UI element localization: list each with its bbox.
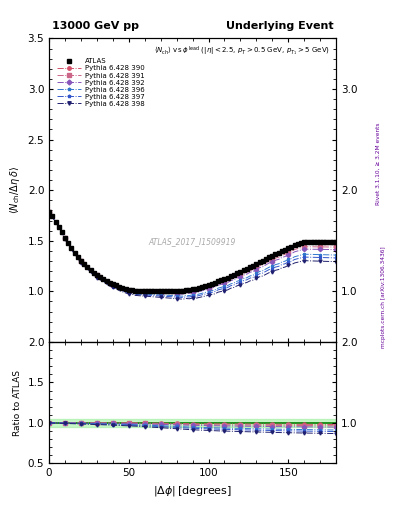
Y-axis label: $\langle N_\mathrm{ch}/\Delta\eta\,\delta\rangle$: $\langle N_\mathrm{ch}/\Delta\eta\,\delt… [8, 166, 22, 214]
Text: 13000 GeV pp: 13000 GeV pp [52, 21, 139, 31]
Text: ATLAS_2017_I1509919: ATLAS_2017_I1509919 [149, 237, 236, 246]
Text: Underlying Event: Underlying Event [226, 21, 333, 31]
Legend: ATLAS, Pythia 6.428 390, Pythia 6.428 391, Pythia 6.428 392, Pythia 6.428 396, P: ATLAS, Pythia 6.428 390, Pythia 6.428 39… [55, 57, 146, 108]
X-axis label: $|\Delta\phi|\,[\mathrm{degrees}]$: $|\Delta\phi|\,[\mathrm{degrees}]$ [153, 484, 232, 498]
Text: mcplots.cern.ch [arXiv:1306.3436]: mcplots.cern.ch [arXiv:1306.3436] [381, 246, 386, 348]
Bar [49, 419, 336, 427]
Text: $\langle N_\mathrm{ch}\rangle$ vs $\phi^\mathrm{lead}$ ($|\eta|<2.5,\,p_T>0.5$ G: $\langle N_\mathrm{ch}\rangle$ vs $\phi^… [154, 45, 330, 58]
Y-axis label: Ratio to ATLAS: Ratio to ATLAS [13, 370, 22, 436]
Text: Rivet 3.1.10, ≥ 3.2M events: Rivet 3.1.10, ≥ 3.2M events [376, 122, 380, 205]
